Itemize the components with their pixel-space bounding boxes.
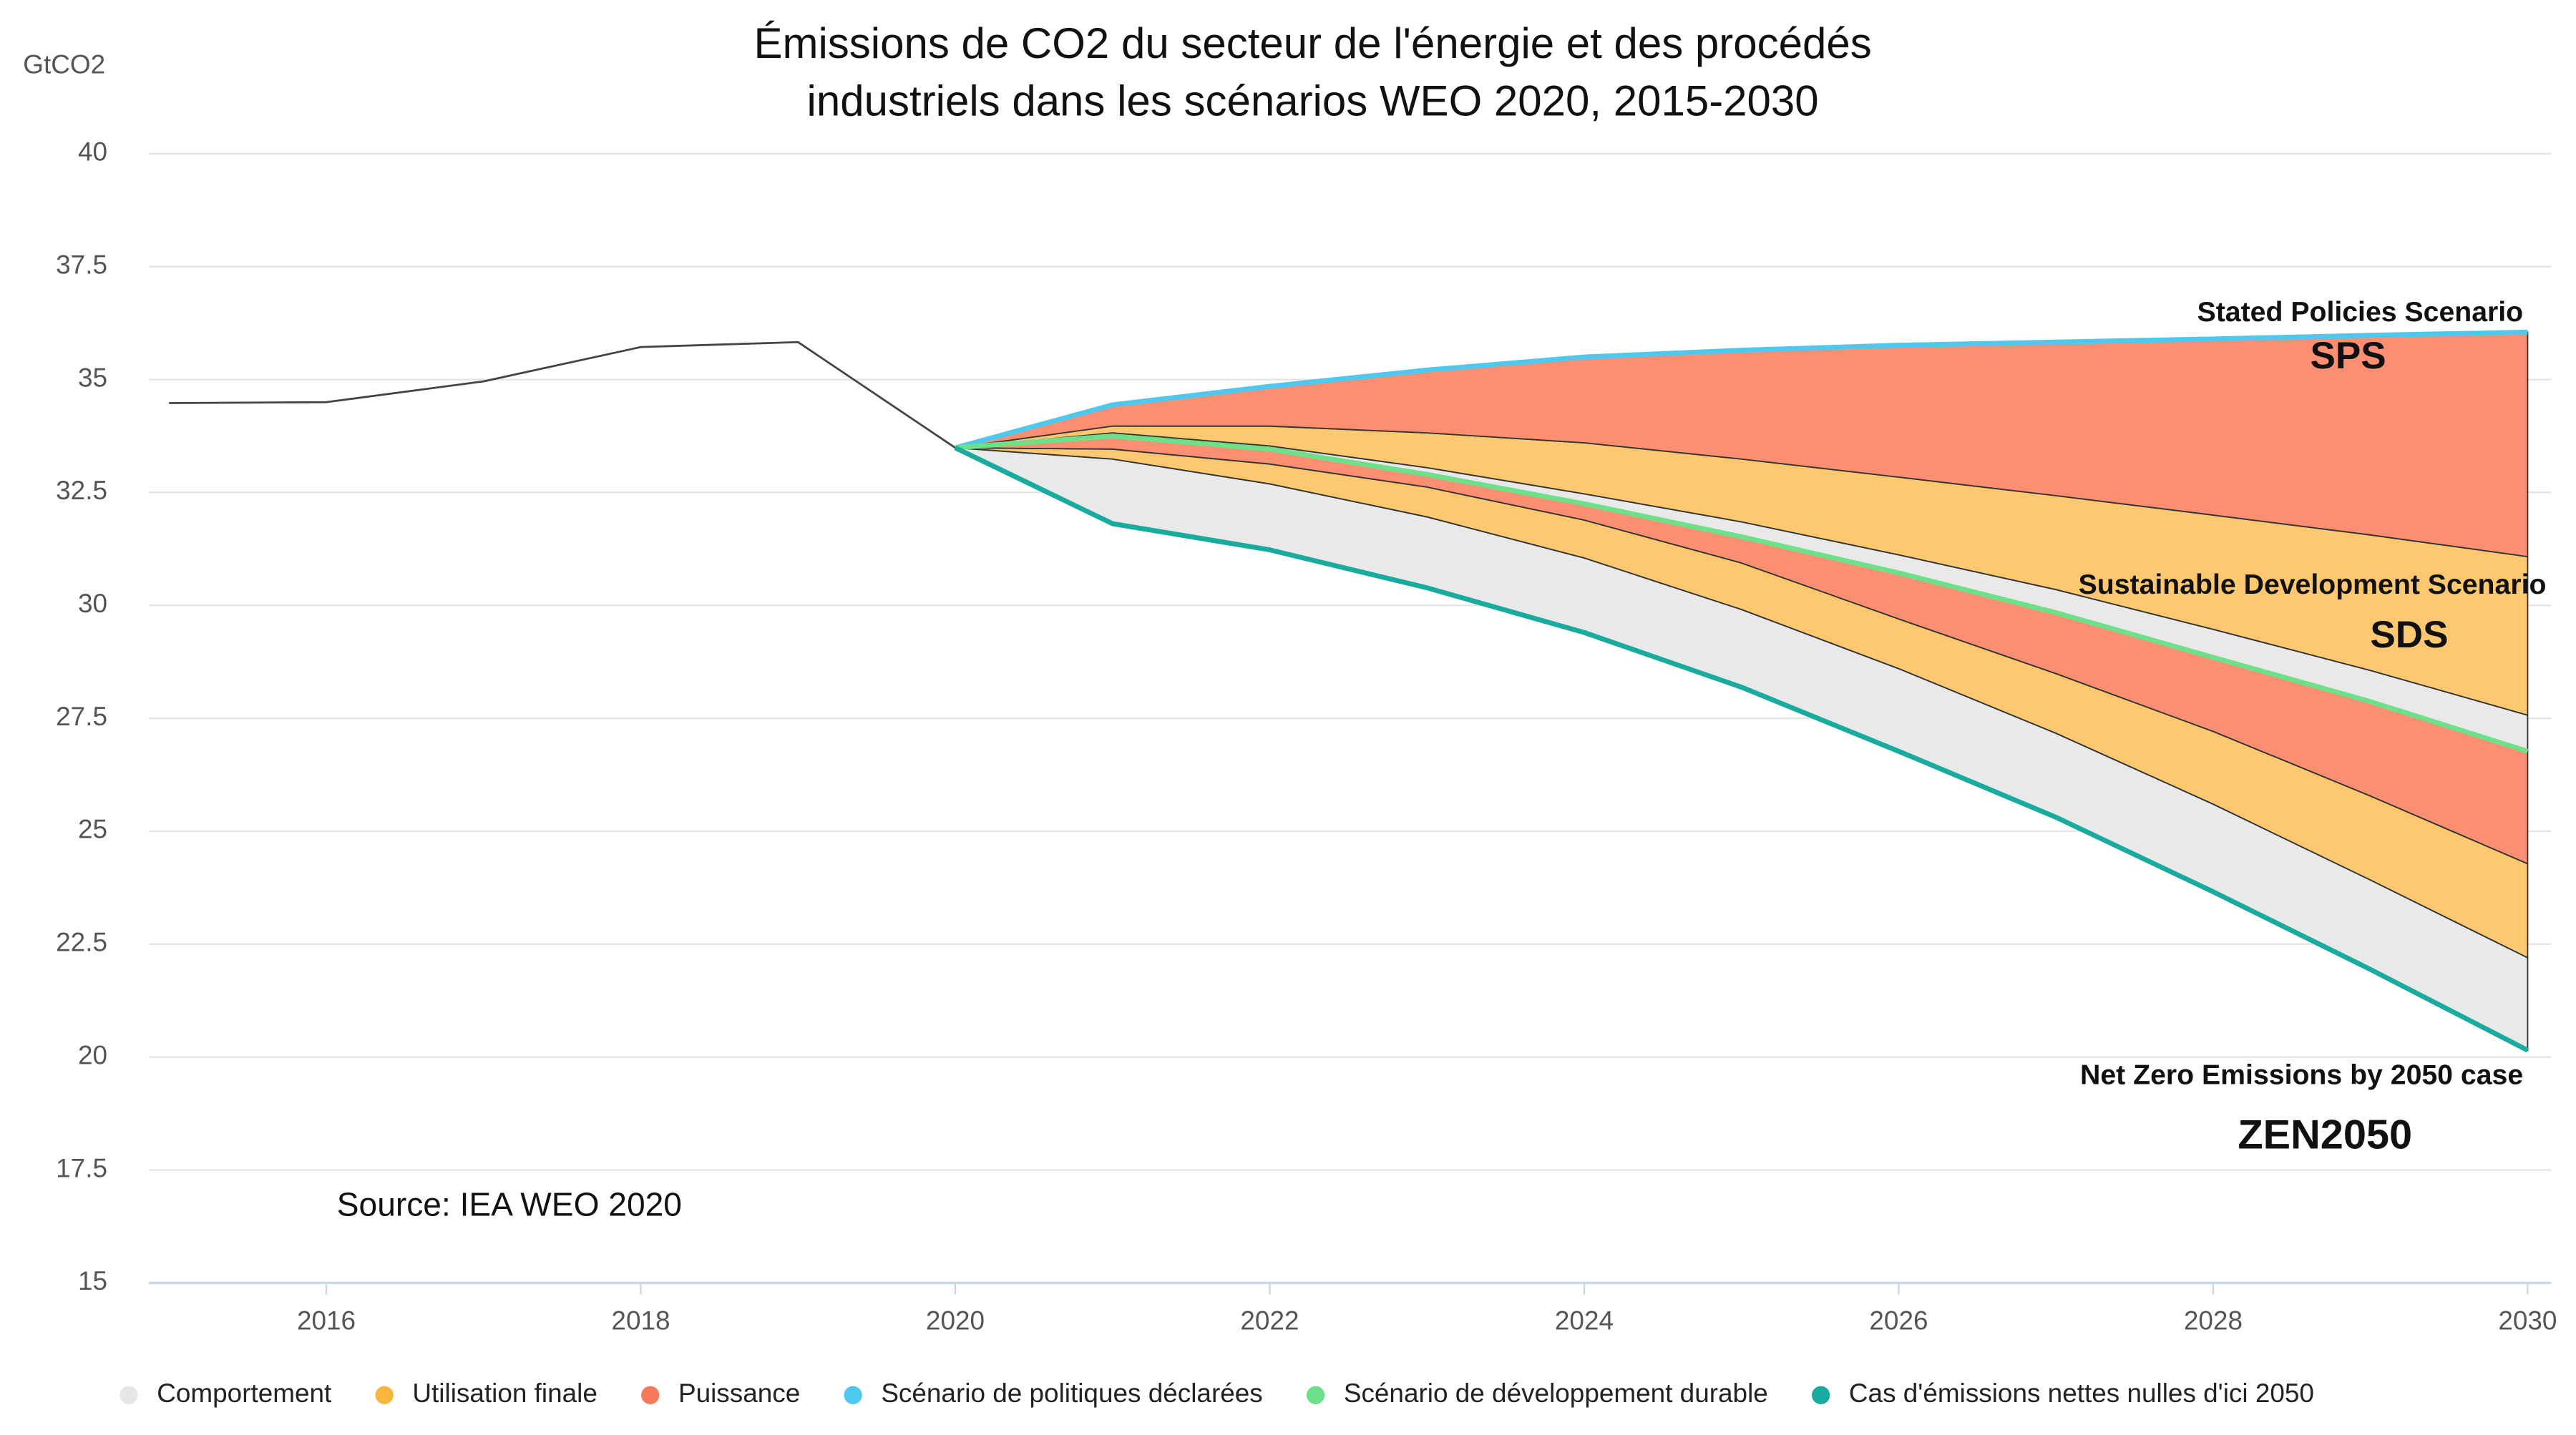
annotation: Sustainable Development Scenario: [2079, 569, 2547, 600]
lines: [169, 329, 2529, 1053]
x-tick-label: 2024: [1555, 1306, 1614, 1336]
y-tick-label: 40: [78, 137, 107, 167]
legend-label: Utilisation finale: [412, 1378, 597, 1408]
annotation: Net Zero Emissions by 2050 case: [2080, 1059, 2523, 1090]
y-tick-label: 15: [78, 1266, 107, 1296]
chart-title: industriels dans les scénarios WEO 2020,…: [807, 77, 1819, 125]
grid: 15 17.5 20 22.5 25 27.5 30 32.5 35 37.5 40 2016 2018…: [56, 137, 2557, 1336]
legend-marker: [1306, 1386, 1325, 1404]
y-tick-label: 22.5: [56, 928, 107, 957]
y-axis-label: GtCO2: [23, 49, 105, 79]
chart-title: Émissions de CO2 du secteur de l'énergie…: [753, 19, 1871, 67]
x-tick-label: 2020: [926, 1306, 985, 1336]
x-tick-label: 2016: [297, 1306, 356, 1336]
legend-label: Puissance: [678, 1378, 800, 1408]
y-tick-label: 35: [78, 363, 107, 392]
legend-marker: [119, 1386, 138, 1404]
y-tick-label: 32.5: [56, 476, 107, 505]
x-tick-label: 2028: [2184, 1306, 2243, 1336]
annotation: Source: IEA WEO 2020: [337, 1185, 682, 1223]
annotation: SDS: [2370, 614, 2448, 656]
legend: Comportement Utilisation finale Puissance S…: [119, 1378, 2314, 1408]
y-tick-label: 20: [78, 1040, 107, 1069]
y-tick-label: 27.5: [56, 702, 107, 731]
areas: [955, 331, 2529, 1052]
legend-marker: [1811, 1386, 1830, 1404]
legend-marker: [375, 1386, 394, 1404]
y-tick-label: 37.5: [56, 250, 107, 280]
legend-label: Comportement: [157, 1378, 331, 1408]
annotation: Stated Policies Scenario: [2197, 296, 2524, 328]
x-tick-label: 2018: [611, 1306, 670, 1336]
annotations: Stated Policies Scenario SPS Sustainable D…: [337, 296, 2547, 1223]
y-tick-label: 17.5: [56, 1153, 107, 1182]
series-line: [169, 341, 956, 449]
legend-label: Scénario de politiques déclarées: [881, 1378, 1262, 1408]
annotation: ZEN2050: [2238, 1112, 2412, 1158]
series-line: [955, 434, 2529, 754]
series-line: [955, 329, 2528, 451]
y-tick-label: 30: [78, 589, 107, 618]
legend-marker: [641, 1386, 660, 1404]
annotation: SPS: [2310, 335, 2386, 377]
legend-label: Cas d'émissions nettes nulles d'ici 2050: [1849, 1378, 2314, 1408]
x-tick-label: 2030: [2498, 1306, 2557, 1336]
y-tick-label: 25: [78, 815, 107, 844]
series-line: [954, 445, 2529, 1053]
legend-label: Scénario de développement durable: [1344, 1378, 1768, 1408]
x-tick-label: 2022: [1240, 1306, 1299, 1336]
legend-marker: [844, 1386, 862, 1404]
x-tick-label: 2026: [1869, 1306, 1928, 1336]
